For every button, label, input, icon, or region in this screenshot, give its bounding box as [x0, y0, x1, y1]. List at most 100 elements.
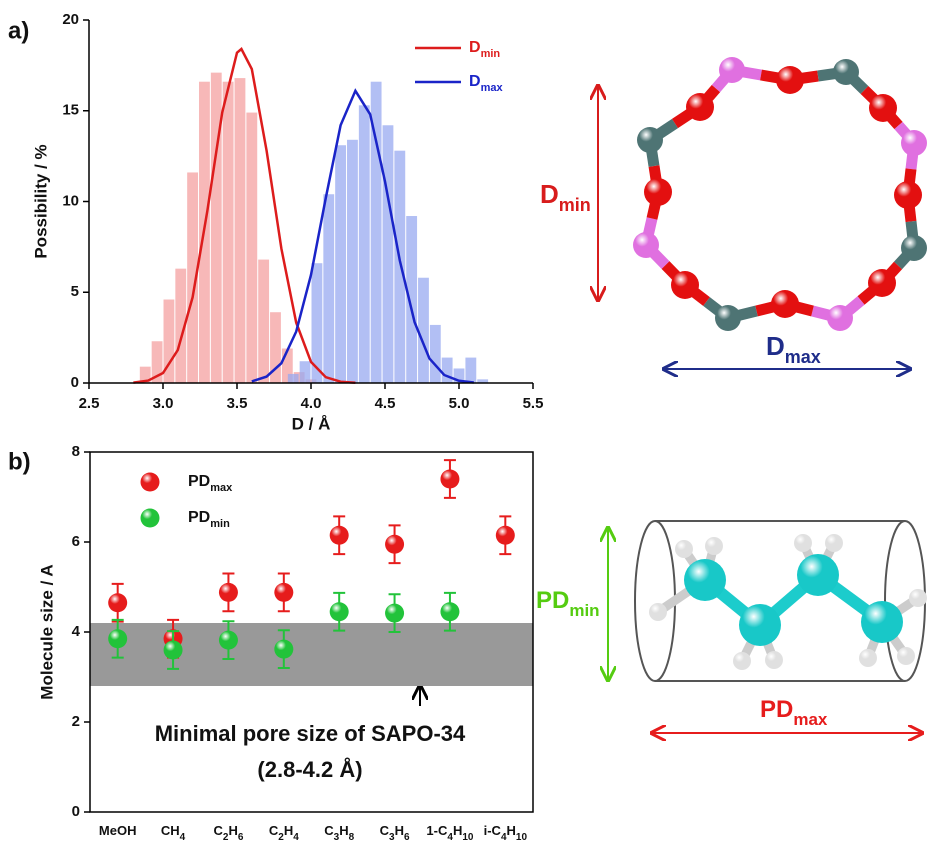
legend-name: PD [188, 509, 210, 526]
x-axis-label: D / Å [292, 414, 331, 433]
legend-name: D [469, 39, 481, 56]
legend-label: PDmin [188, 509, 230, 530]
histogram-bar [288, 374, 299, 383]
y-axis-label: Possibility / % [31, 144, 50, 258]
legend-label: Dmin [469, 39, 500, 60]
atom [827, 305, 853, 331]
label-sub: max [785, 347, 821, 367]
atom [715, 305, 741, 331]
carbon-atom [861, 601, 903, 643]
atom [901, 130, 927, 156]
hydrogen-atom [897, 647, 915, 665]
hydrogen-atom [705, 537, 723, 555]
legend-sub: min [481, 48, 501, 60]
label: PD [536, 587, 569, 614]
legend-swatch [141, 509, 160, 528]
pore-size-band [90, 623, 533, 686]
label: D [766, 331, 785, 361]
data-point [440, 470, 459, 489]
x-tick-label: C2H6 [213, 823, 243, 843]
x-tick-label: 4.0 [301, 395, 322, 412]
x-tick-label: 5.5 [523, 395, 544, 412]
histogram-bar [430, 325, 441, 383]
x-tick-label: 3.0 [153, 395, 174, 412]
x-tick-label: C2H4 [269, 823, 299, 843]
y-tick-label: 6 [72, 533, 80, 550]
legend-swatch [141, 473, 160, 492]
histogram-bar [300, 361, 311, 383]
molecule [649, 534, 927, 670]
legend-sub: max [481, 82, 504, 94]
carbon-atom [684, 559, 726, 601]
data-point [330, 526, 349, 545]
data-point [164, 641, 183, 660]
atom [868, 269, 896, 297]
legend-name: D [469, 73, 481, 90]
y-tick-label: 20 [62, 11, 79, 28]
atom [833, 59, 859, 85]
histogram-bar [335, 145, 346, 383]
histogram-bar [347, 140, 358, 383]
label: D [540, 179, 559, 209]
histogram-bar [394, 151, 405, 383]
atom [719, 57, 745, 83]
hydrogen-atom [765, 651, 783, 669]
atom [869, 94, 897, 122]
hydrogen-atom [909, 589, 927, 607]
data-point [108, 593, 127, 612]
atom [637, 127, 663, 153]
data-point [385, 604, 404, 623]
hydrogen-atom [794, 534, 812, 552]
histogram-bar [442, 358, 453, 383]
x-tick-label: 5.0 [449, 395, 470, 412]
annotation: (2.8-4.2 Å) [257, 756, 362, 782]
legend-sub: max [210, 482, 233, 494]
hydrogen-atom [733, 652, 751, 670]
label-sub: min [559, 195, 591, 215]
hydrogen-atom [825, 534, 843, 552]
atom [633, 232, 659, 258]
atom [776, 66, 804, 94]
histogram-bar [258, 260, 269, 383]
label-sub: max [793, 710, 828, 729]
y-tick-label: 10 [62, 192, 79, 209]
histogram-bar [359, 105, 370, 383]
data-point [274, 640, 293, 659]
atom [671, 271, 699, 299]
data-point [496, 526, 515, 545]
data-point [385, 535, 404, 554]
data-point [219, 583, 238, 602]
x-tick-label: 2.5 [79, 395, 100, 412]
histogram-bar [246, 113, 257, 383]
hydrogen-atom [675, 540, 693, 558]
data-point [330, 602, 349, 621]
x-tick-label: 4.5 [375, 395, 396, 412]
x-tick-label: 3.5 [227, 395, 248, 412]
histogram-bar [235, 78, 246, 383]
figure: a) b) Dmin Dmax PDmin PDmax 051015202.53… [0, 0, 933, 846]
data-point [108, 629, 127, 648]
x-tick-label: i-C4H10 [484, 823, 528, 843]
ring-diagram [633, 57, 927, 331]
panel-label: a) [8, 17, 29, 44]
histogram-bar [383, 125, 394, 383]
atom [686, 93, 714, 121]
histogram-bar [223, 82, 234, 383]
data-point [440, 602, 459, 621]
carbon-atom [797, 554, 839, 596]
legend-label: PDmax [188, 473, 233, 494]
x-tick-label: C3H8 [324, 823, 354, 843]
data-point [219, 631, 238, 650]
dimension-label: Dmax [766, 331, 821, 367]
legend-sub: min [210, 518, 230, 530]
x-tick-label: 1-C4H10 [426, 823, 473, 843]
hydrogen-atom [859, 649, 877, 667]
x-tick-label: MeOH [99, 823, 137, 838]
legend-label: Dmax [469, 73, 503, 94]
y-tick-label: 2 [72, 713, 80, 730]
atom [644, 178, 672, 206]
label: PD [760, 696, 793, 723]
hydrogen-atom [649, 603, 667, 621]
atom [901, 235, 927, 261]
y-tick-label: 4 [72, 623, 81, 640]
